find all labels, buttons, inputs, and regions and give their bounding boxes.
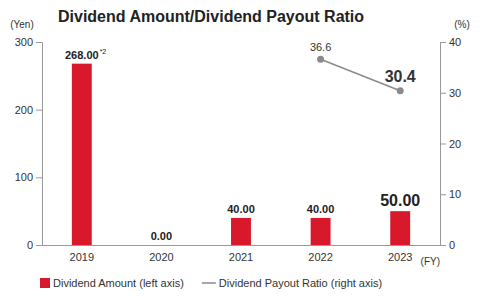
tick-mark — [440, 245, 446, 246]
tick-label: 2022 — [308, 251, 332, 263]
tick-mark — [440, 93, 446, 94]
tick: 200 — [15, 104, 42, 116]
annotation: *2 — [100, 48, 107, 55]
marks — [72, 56, 410, 245]
bar — [231, 218, 251, 245]
tick: 10 — [440, 188, 461, 200]
tick-label: 40 — [449, 36, 461, 48]
point — [397, 87, 404, 94]
tick-mark — [36, 245, 42, 246]
legend-label: Dividend Payout Ratio (right axis) — [219, 277, 382, 289]
tick: 40 — [440, 36, 461, 48]
title: Dividend Amount/Dividend Payout Ratio — [58, 8, 364, 25]
tick-mark — [36, 110, 42, 111]
tick-label: 2019 — [70, 251, 94, 263]
y-axis-label: (Yen) — [10, 19, 34, 30]
tick-label: 300 — [15, 36, 33, 48]
bar — [151, 245, 171, 246]
x-axis-label: (FY) — [421, 256, 440, 267]
data-label: 36.6 — [310, 41, 331, 53]
bar — [72, 64, 92, 245]
tick: 2019 — [70, 251, 94, 263]
tick: 2020 — [149, 251, 173, 263]
tick-label: 2023 — [388, 251, 412, 263]
tick-mark — [36, 177, 42, 178]
tick: 2023 — [388, 251, 412, 263]
tick-label: 100 — [15, 171, 33, 183]
tick: 30 — [440, 87, 461, 99]
tick-mark — [440, 194, 446, 195]
tick-mark — [440, 144, 446, 145]
data-label: 268.00 — [65, 49, 99, 61]
tick-label: 0 — [27, 239, 33, 251]
y2-axis: 0 10 20 30 40 — [440, 36, 461, 251]
tick-label: 2021 — [229, 251, 253, 263]
legend-item: Dividend Amount (left axis) — [40, 277, 184, 289]
tick: 100 — [15, 171, 42, 183]
tick: 300 — [15, 36, 42, 48]
legend-label: Dividend Amount (left axis) — [53, 277, 184, 289]
tick: 2022 — [308, 251, 332, 263]
data-label: 50.00 — [380, 192, 420, 209]
data-labels: 268.00*2 0.00 40.00 40.00 50.00 36.6 30.4 — [65, 41, 420, 242]
bar — [311, 218, 331, 245]
point — [317, 56, 324, 63]
tick-label: 20 — [449, 138, 461, 150]
tick-label: 0 — [449, 239, 455, 251]
data-label: 30.4 — [385, 68, 416, 85]
tick-mark — [36, 42, 42, 43]
tick-mark — [440, 42, 446, 43]
x-axis: 2019 2020 2021 2022 2023 — [43, 246, 441, 263]
legend-swatch — [202, 282, 216, 284]
y-axis: 0 100 200 300 — [15, 36, 43, 251]
plot: 0100200300010203040201920202021202220232… — [15, 36, 462, 263]
tick-label: 10 — [449, 188, 461, 200]
data-label: 0.00 — [151, 230, 172, 242]
chart-container: Dividend Amount/Dividend Payout Ratio 0 10… — [0, 0, 500, 300]
axis-line — [43, 245, 441, 246]
data-label: 40.00 — [227, 203, 255, 215]
bar — [390, 211, 410, 245]
tick: 0 — [440, 239, 455, 251]
y2-axis-label: (%) — [454, 19, 470, 30]
tick: 2021 — [229, 251, 253, 263]
legend-swatch — [40, 278, 50, 288]
tick-label: 200 — [15, 104, 33, 116]
axis-line — [36, 43, 43, 246]
data-label: 40.00 — [307, 203, 335, 215]
legend: Dividend Amount (left axis) Dividend Payo… — [40, 277, 382, 289]
legend-item: Dividend Payout Ratio (right axis) — [202, 277, 382, 289]
tick: 0 — [27, 239, 42, 251]
chart-svg: Dividend Amount/Dividend Payout Ratio 0 10… — [0, 0, 500, 300]
tick: 20 — [440, 138, 461, 150]
tick-label: 30 — [449, 87, 461, 99]
axis-line — [441, 43, 447, 246]
tick-label: 2020 — [149, 251, 173, 263]
